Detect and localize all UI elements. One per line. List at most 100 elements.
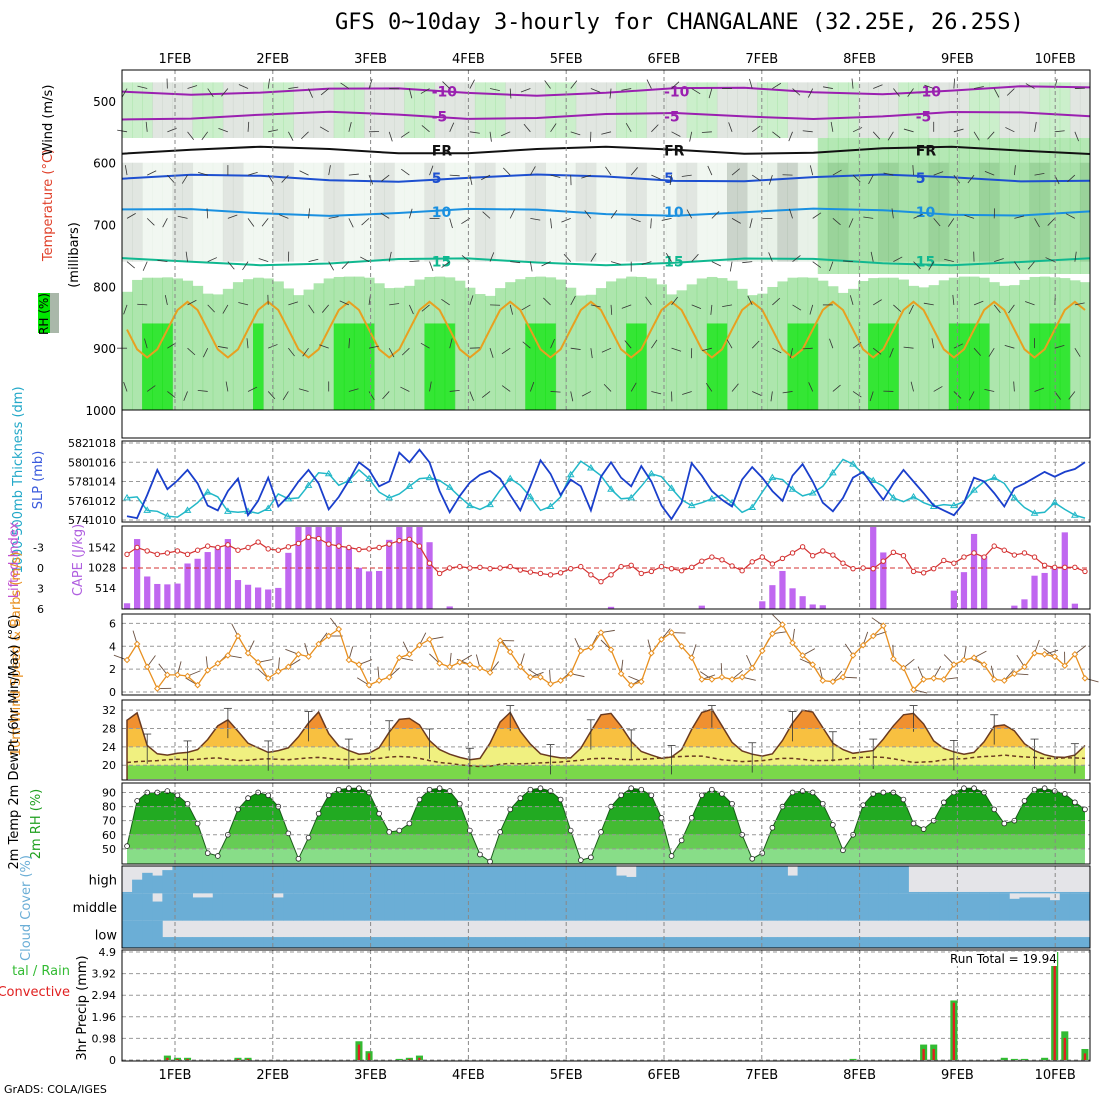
cape-bar: [144, 576, 151, 609]
wind-barb: [278, 214, 289, 219]
slp-tick: 1014: [88, 476, 116, 489]
wind-barb: [590, 348, 593, 359]
date-labels: 1FEB 1FEB 2FEB 2FEB 3FEB 3FEB 4FEB 4FEB 5FEB 5FEB…: [159, 52, 1076, 1083]
cloud-cell-middle: [928, 893, 940, 921]
isotherm-label: -10: [664, 85, 690, 101]
wind-barb: [1074, 302, 1085, 306]
rh-shade-high: [969, 323, 980, 410]
rh-shade-upper: [666, 82, 678, 138]
thickness-marker: [1070, 511, 1079, 518]
wind-barb: [246, 338, 249, 349]
rh-shade-upper: [323, 82, 335, 138]
isotherm-label: 5: [916, 171, 926, 187]
li-marker: [1082, 568, 1088, 575]
cloud-cell-low: [333, 937, 345, 948]
thickness-marker: [304, 481, 313, 488]
rh-shade-upper: [273, 82, 284, 138]
wind10-marker: [789, 639, 796, 647]
wind-barb: [123, 381, 128, 392]
cloud-cell-low: [1059, 937, 1071, 948]
temp-band: [127, 765, 1085, 779]
precip-total-bar: [1041, 1057, 1049, 1060]
rh-shade-upper: [969, 82, 980, 138]
li-marker: [638, 570, 644, 577]
cloud-cell-middle: [969, 893, 980, 921]
wind-barb: [268, 129, 279, 133]
cloud-cell-high: [122, 891, 133, 894]
rh-marker: [537, 785, 544, 792]
rh-shade: [283, 288, 294, 410]
wind-barb: [242, 261, 249, 271]
cloud-cell-middle: [737, 893, 748, 921]
cloud-level-label: middle: [73, 901, 117, 916]
wind-barb: [830, 121, 834, 132]
rh-shade: [848, 288, 859, 410]
cloud-cell-low: [374, 937, 385, 948]
wind-barb: [360, 256, 370, 262]
cloud-cell-high: [1059, 891, 1071, 894]
rh-shade: [474, 294, 486, 410]
cloud-cell-high: [616, 875, 627, 894]
wind-barb: [137, 303, 148, 306]
cloud-cell-high: [908, 891, 919, 894]
rh-shade-late: [1029, 138, 1041, 274]
wind-barb: [907, 88, 914, 97]
cloud-cell-low: [253, 937, 264, 948]
rh-shade-upper: [918, 82, 930, 138]
rh-shade-upper: [394, 82, 405, 138]
cloud-cell-middle: [222, 893, 234, 921]
wind-barb: [489, 348, 494, 358]
wind-barb: [247, 171, 258, 176]
cloud-cell-high: [232, 866, 244, 894]
precip-total-bar: [849, 1058, 857, 1060]
wind-barb: [206, 208, 209, 219]
precip-tick: 0.98: [92, 1032, 117, 1045]
wind-barb: [288, 347, 295, 357]
cloud-cell-low: [948, 937, 960, 948]
li-marker: [729, 563, 735, 569]
wind-barb: [988, 347, 995, 357]
cloud-cell-low: [323, 937, 335, 948]
wind-barb: [401, 347, 410, 356]
cloud-cell-middle: [878, 893, 889, 921]
pressure-tick: 700: [93, 219, 116, 233]
li-marker: [981, 554, 987, 560]
cloud-cell-high: [696, 866, 708, 894]
precip-total-bar: [1020, 1058, 1028, 1060]
cloud-cell-low: [192, 937, 204, 948]
wind-barb: [665, 252, 672, 262]
wind10-marker: [375, 677, 383, 684]
rh-shade-high: [1039, 323, 1051, 410]
rh-shade-upper: [575, 82, 587, 138]
date-label-top: 7FEB: [745, 52, 778, 67]
cloud-cell-high: [989, 891, 1000, 894]
rh-shade-high: [162, 323, 173, 410]
rh-shade-upper: [505, 82, 516, 138]
cloud-cell-low: [716, 937, 728, 948]
cloud-cell-middle: [868, 893, 879, 921]
isotherm-label: -5: [916, 109, 932, 125]
rh-shade-upper: [172, 82, 183, 138]
wind-barb: [731, 168, 740, 176]
wind-barb: [408, 88, 413, 99]
wind-barb: [630, 167, 638, 176]
cloud-cell-high: [353, 866, 365, 894]
wind-barb: [1025, 83, 1035, 89]
wind-barb: [167, 174, 175, 183]
rh-shade: [202, 293, 214, 410]
rh-band: [127, 820, 1085, 835]
wind10-marker: [869, 632, 877, 640]
wind-barb: [142, 261, 148, 271]
cloud-cell-low: [454, 937, 466, 948]
wind-barb: [832, 384, 841, 392]
li-marker: [295, 540, 302, 547]
wind-barb: [731, 383, 739, 392]
precip-conv-bar: [357, 1044, 361, 1060]
wind-barb: [849, 295, 854, 306]
wind-barb: [308, 258, 319, 263]
wind-barb: [510, 261, 521, 264]
isotherm-line: [121, 173, 1091, 183]
rh-shade: [747, 295, 758, 410]
wind10-marker: [537, 673, 544, 681]
thickness-marker: [365, 474, 373, 482]
